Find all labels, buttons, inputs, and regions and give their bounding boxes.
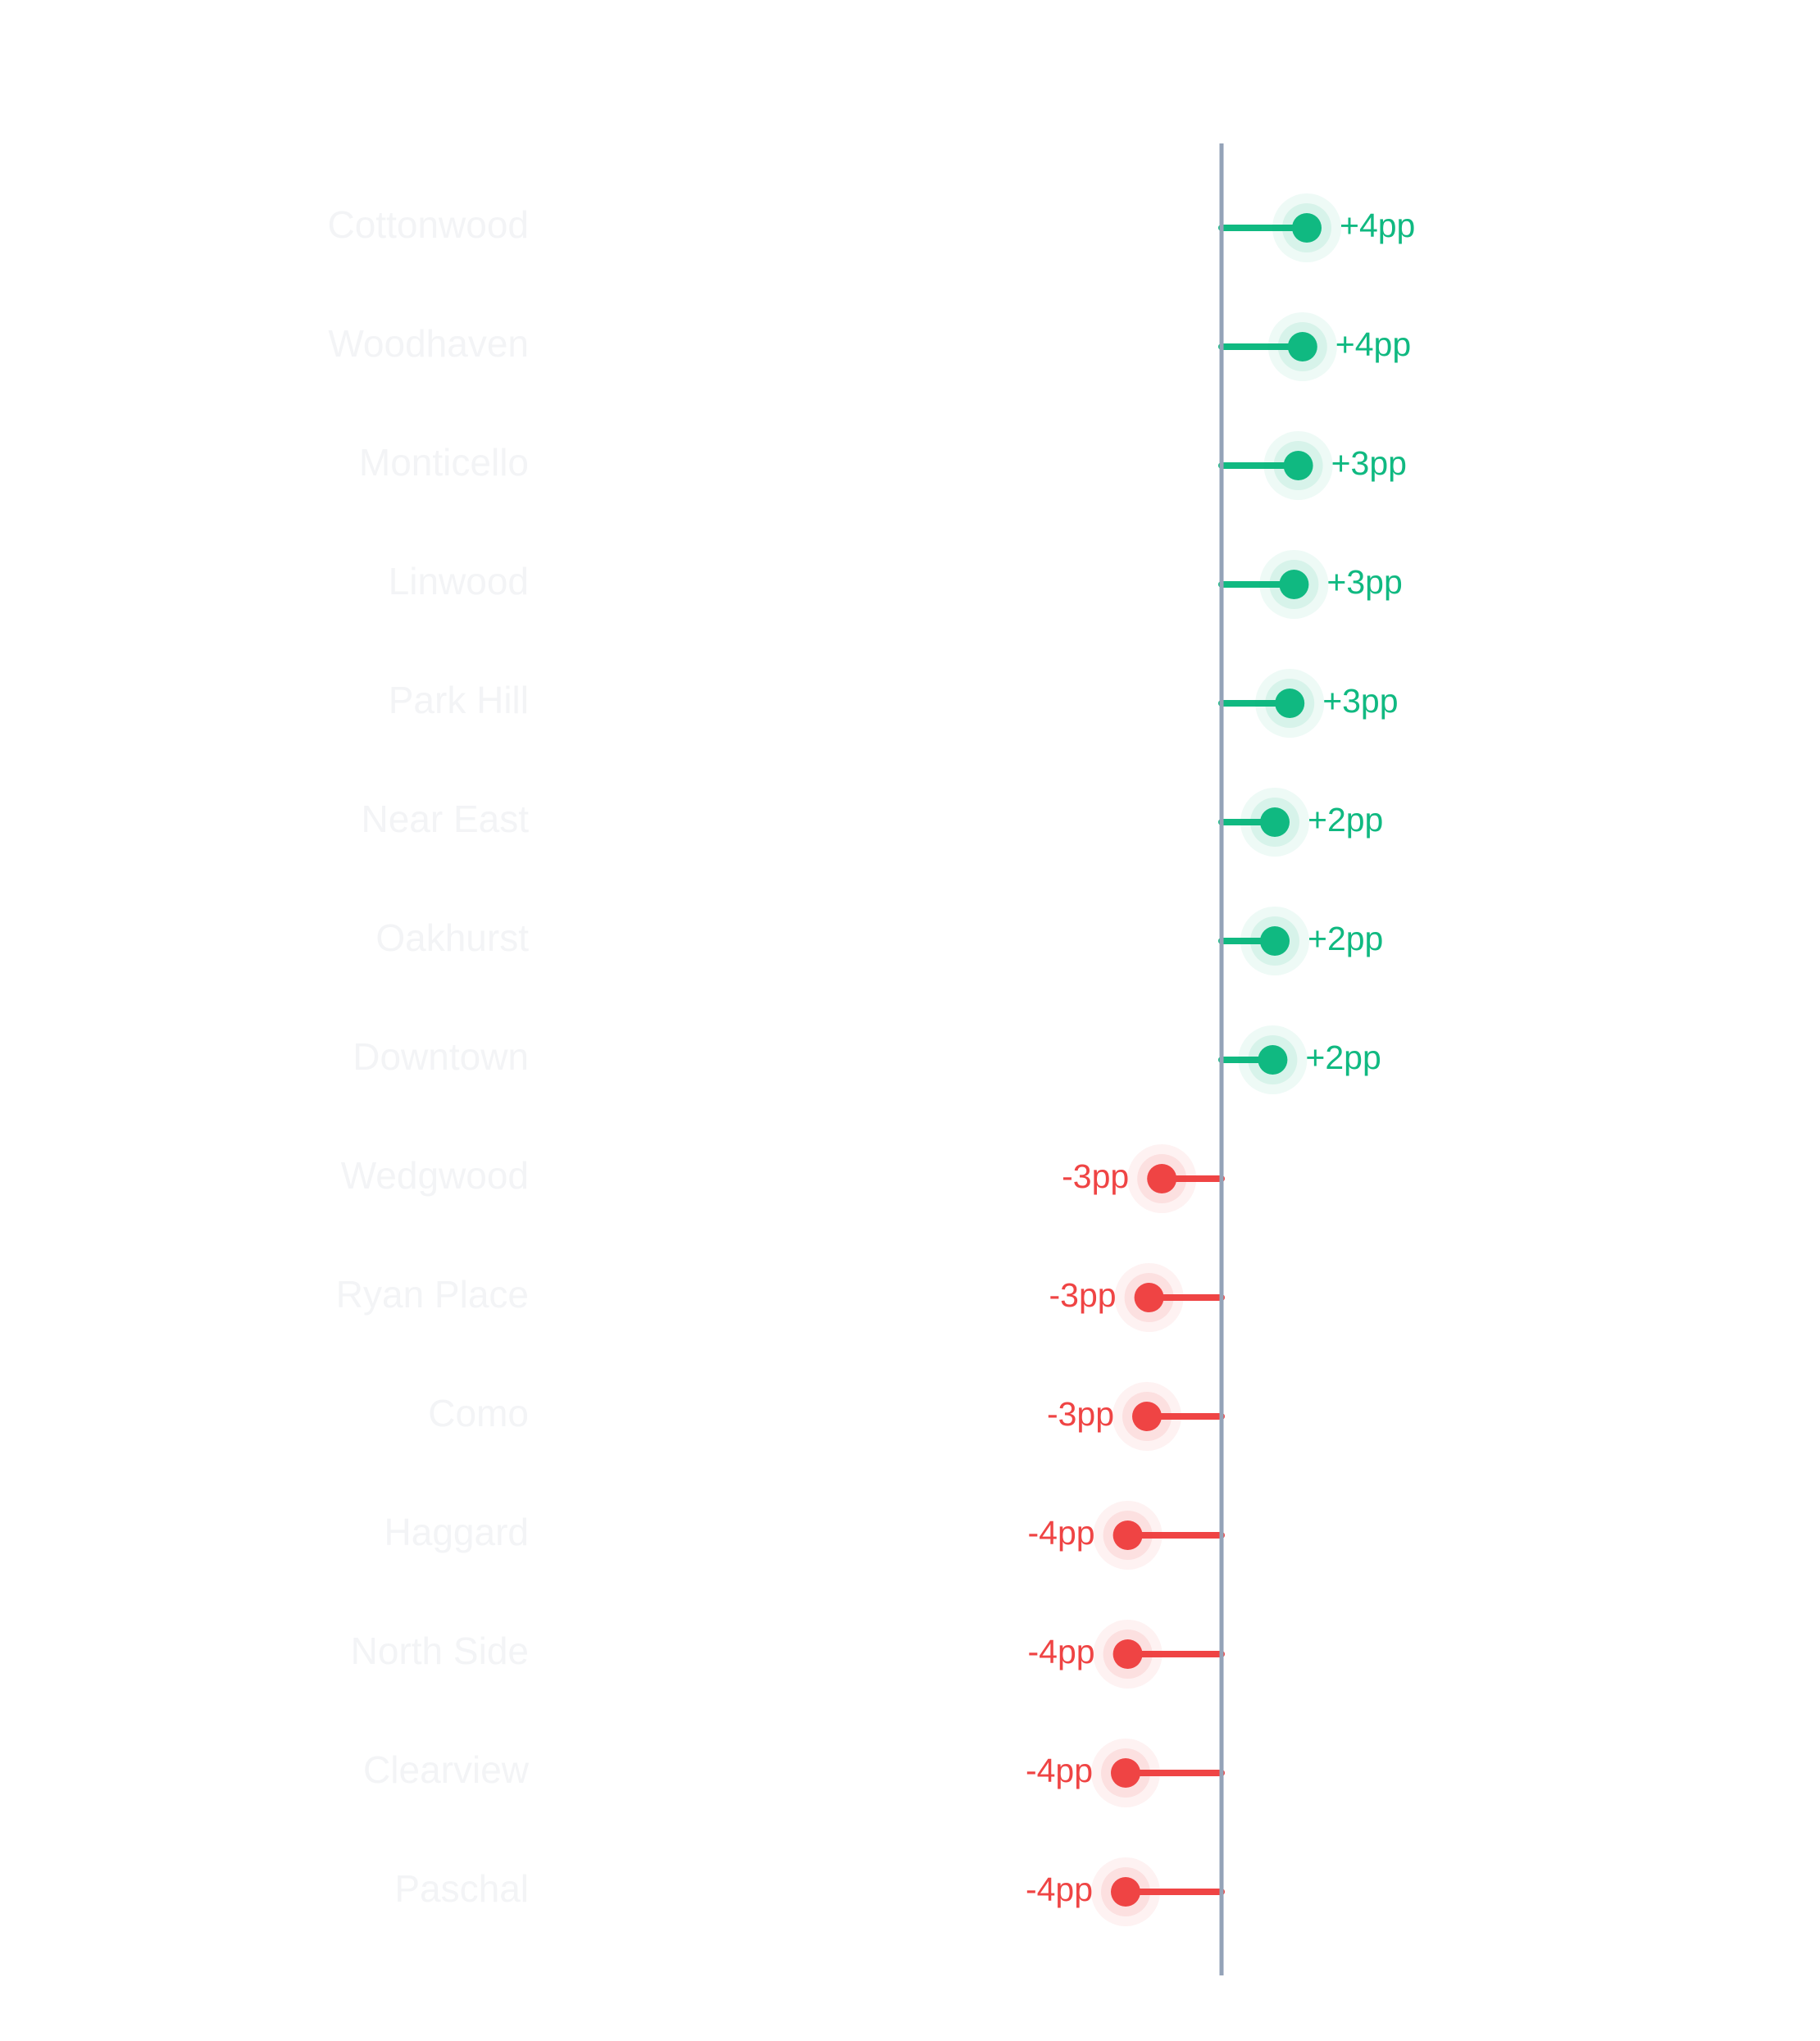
value-label-monticello: +3pp [1331, 444, 1407, 482]
dot-oakhurst [1240, 907, 1309, 975]
category-label-oakhurst: Oakhurst [375, 916, 529, 959]
dots [1091, 193, 1341, 1926]
category-label-haggard: Haggard [384, 1511, 529, 1553]
dot-wedgwood [1127, 1144, 1196, 1213]
value-label-downtown: +2pp [1305, 1039, 1381, 1076]
value-label-paschal: -4pp [1026, 1871, 1093, 1908]
value-label-park-hill: +3pp [1322, 682, 1398, 720]
category-label-woodhaven: Woodhaven [328, 322, 529, 365]
category-labels: Cottonwood Woodhaven Monticello Linwood Park… [328, 203, 530, 1910]
dot-monticello [1264, 431, 1333, 500]
dot-ryan-place [1115, 1263, 1184, 1332]
dot-park-hill [1255, 669, 1324, 738]
category-label-wedgwood: Wedgwood [341, 1154, 529, 1197]
category-label-paschal: Paschal [394, 1867, 529, 1910]
category-label-ryan-place: Ryan Place [336, 1273, 529, 1316]
value-label-como: -3pp [1047, 1395, 1114, 1433]
value-label-ryan-place: -3pp [1049, 1276, 1117, 1314]
dot-paschal [1091, 1857, 1160, 1926]
category-label-monticello: Monticello [359, 441, 529, 484]
dot-clearview [1091, 1739, 1160, 1807]
category-label-cottonwood: Cottonwood [328, 203, 530, 246]
dot-haggard [1094, 1501, 1163, 1570]
category-label-near-east: Near East [361, 798, 529, 840]
dot-north-side [1094, 1620, 1163, 1689]
dot-cottonwood [1272, 193, 1341, 262]
value-label-oakhurst: +2pp [1308, 920, 1383, 957]
value-label-linwood: +3pp [1326, 563, 1402, 601]
value-label-haggard: -4pp [1028, 1514, 1095, 1552]
value-label-wedgwood: -3pp [1062, 1157, 1129, 1195]
value-label-north-side: -4pp [1028, 1633, 1095, 1671]
dot-near-east [1240, 788, 1309, 857]
value-label-woodhaven: +4pp [1335, 325, 1411, 363]
category-label-downtown: Downtown [353, 1035, 529, 1078]
category-label-clearview: Clearview [363, 1748, 530, 1791]
dot-woodhaven [1268, 312, 1337, 381]
category-label-linwood: Linwood [389, 560, 529, 602]
category-label-north-side: North Side [351, 1630, 529, 1672]
value-label-cottonwood: +4pp [1340, 207, 1415, 244]
category-label-park-hill: Park Hill [389, 679, 529, 721]
dot-downtown [1238, 1025, 1307, 1094]
dot-como [1112, 1382, 1181, 1451]
value-label-clearview: -4pp [1026, 1752, 1093, 1789]
dot-linwood [1259, 550, 1328, 619]
value-label-near-east: +2pp [1308, 801, 1383, 839]
category-label-como: Como [428, 1392, 529, 1434]
